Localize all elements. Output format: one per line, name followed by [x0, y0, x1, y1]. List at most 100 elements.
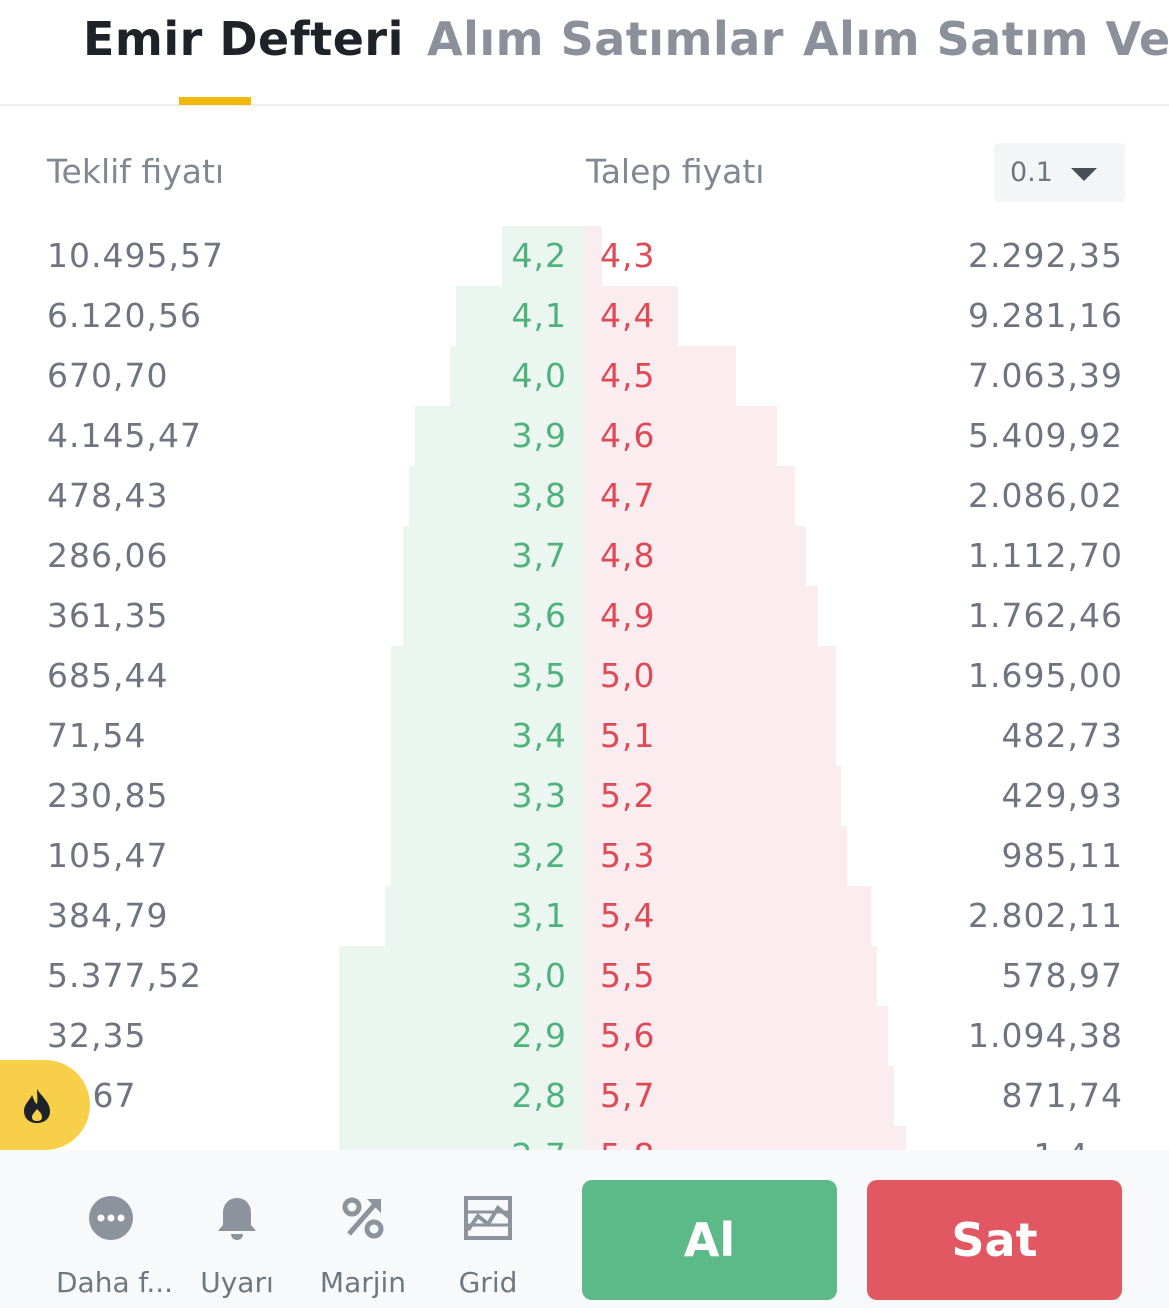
bid-quantity: 6.120,56 — [47, 296, 202, 335]
buy-button[interactable]: Al — [582, 1180, 837, 1300]
ask-depth-bar — [584, 406, 777, 466]
bid-depth-bar — [409, 466, 584, 526]
tab-bar: Emir Defteri Alım Satımlar Alım Satım Ve… — [0, 0, 1169, 106]
nav-margin[interactable]: Marjin — [308, 1190, 418, 1299]
ask-depth-bar — [584, 1126, 906, 1150]
orderbook-row[interactable]: 384,79 3,1 5,4 2.802,11 — [0, 886, 1169, 946]
bid-price: 3,6 — [511, 596, 567, 635]
orderbook-row[interactable]: …2,75,81.4… — [0, 1126, 1169, 1150]
active-tab-indicator — [179, 97, 251, 105]
sell-button[interactable]: Sat — [867, 1180, 1122, 1300]
floating-flame-button[interactable] — [0, 1060, 90, 1150]
ask-quantity: 1.762,46 — [968, 596, 1123, 635]
ask-quantity: 1.112,70 — [968, 536, 1123, 575]
orderbook-row[interactable]: 6.120,56 4,1 4,4 9.281,16 — [0, 286, 1169, 346]
orderbook-row[interactable]: …,67 2,8 5,7 871,74 — [0, 1066, 1169, 1126]
precision-value: 0.1 — [1010, 157, 1053, 188]
ask-quantity: 1.695,00 — [968, 656, 1123, 695]
ask-depth-bar — [584, 466, 795, 526]
bid-price: 4,1 — [511, 296, 567, 335]
orderbook-row[interactable]: 105,47 3,2 5,3 985,11 — [0, 826, 1169, 886]
tab-order-book[interactable]: Emir Defteri — [83, 12, 404, 66]
grid-chart-icon — [464, 1196, 512, 1240]
bid-price: 3,1 — [511, 896, 567, 935]
ask-quantity: 2.086,02 — [968, 476, 1123, 515]
bid-depth-bar — [415, 406, 584, 466]
ask-price: 4,4 — [600, 296, 656, 335]
ask-price: 4,8 — [600, 536, 656, 575]
ask-quantity: 2.802,11 — [968, 896, 1123, 935]
orderbook-row[interactable]: 5.377,52 3,0 5,5 578,97 — [0, 946, 1169, 1006]
ask-price: 4,6 — [600, 416, 656, 455]
nav-more-label: Daha f... — [56, 1266, 174, 1299]
ask-price: 5,1 — [600, 716, 656, 755]
bid-price: 4,0 — [511, 356, 567, 395]
ask-quantity: 871,74 — [1001, 1076, 1123, 1115]
bid-depth-bar — [391, 706, 584, 766]
ask-quantity: 1.4… — [1034, 1136, 1123, 1150]
precision-dropdown[interactable]: 0.1 — [994, 143, 1125, 202]
bid-quantity: 5.377,52 — [47, 956, 202, 995]
bell-icon — [218, 1198, 256, 1240]
ask-price: 5,5 — [600, 956, 656, 995]
bid-depth-bar — [339, 946, 584, 1006]
orderbook-row[interactable]: 286,06 3,7 4,8 1.112,70 — [0, 526, 1169, 586]
nav-alert[interactable]: Uyarı — [182, 1190, 292, 1299]
orderbook-row[interactable]: 361,35 3,6 4,9 1.762,46 — [0, 586, 1169, 646]
nav-more[interactable]: Daha f... — [56, 1190, 174, 1299]
bid-depth-bar — [456, 286, 584, 346]
ask-price: 5,3 — [600, 836, 656, 875]
ask-quantity: 1.094,38 — [968, 1016, 1123, 1055]
orderbook-row[interactable]: 670,70 4,0 4,5 7.063,39 — [0, 346, 1169, 406]
ask-price: 5,7 — [600, 1076, 656, 1115]
ask-depth-bar — [584, 1066, 894, 1126]
nav-grid[interactable]: Grid — [433, 1190, 543, 1299]
more-icon — [89, 1196, 133, 1240]
orderbook-row[interactable]: 10.495,57 4,2 4,3 2.292,35 — [0, 226, 1169, 286]
bid-quantity: 71,54 — [47, 716, 147, 755]
orderbook-row[interactable]: 4.145,47 3,9 4,6 5.409,92 — [0, 406, 1169, 466]
bid-price: 3,2 — [511, 836, 567, 875]
bid-price-header: Teklif fiyatı — [47, 152, 225, 191]
ask-price: 4,5 — [600, 356, 656, 395]
ask-depth-bar — [584, 646, 836, 706]
tab-trading-data[interactable]: Alım Satım Veri — [803, 12, 1169, 66]
ask-depth-bar — [584, 706, 836, 766]
tab-trades[interactable]: Alım Satımlar — [427, 12, 784, 66]
bid-price: 3,0 — [511, 956, 567, 995]
bid-quantity: 478,43 — [47, 476, 169, 515]
orderbook-row[interactable]: 685,44 3,5 5,0 1.695,00 — [0, 646, 1169, 706]
orderbook-row[interactable]: 230,85 3,3 5,2 429,93 — [0, 766, 1169, 826]
bid-quantity: 286,06 — [47, 536, 169, 575]
bid-depth-bar — [450, 346, 584, 406]
bid-depth-bar — [391, 826, 584, 886]
ask-price: 5,4 — [600, 896, 656, 935]
bid-quantity: 32,35 — [47, 1016, 147, 1055]
bid-depth-bar — [502, 226, 584, 286]
bid-quantity: 10.495,57 — [47, 236, 224, 275]
ask-quantity: 578,97 — [1001, 956, 1123, 995]
ask-quantity: 985,11 — [1001, 836, 1123, 875]
ask-depth-bar — [584, 766, 841, 826]
ask-price: 5,0 — [600, 656, 656, 695]
orderbook-row[interactable]: 71,54 3,4 5,1 482,73 — [0, 706, 1169, 766]
bid-price: 3,5 — [511, 656, 567, 695]
ask-depth-bar — [584, 886, 871, 946]
bid-quantity: 685,44 — [47, 656, 169, 695]
ask-price: 5,2 — [600, 776, 656, 815]
bid-depth-bar — [403, 526, 584, 586]
orderbook-row[interactable]: 32,35 2,9 5,6 1.094,38 — [0, 1006, 1169, 1066]
bid-price: 3,7 — [511, 536, 567, 575]
ask-quantity: 5.409,92 — [968, 416, 1123, 455]
bid-price: 2,8 — [511, 1076, 567, 1115]
ask-depth-bar — [584, 226, 602, 286]
ask-quantity: 2.292,35 — [968, 236, 1123, 275]
bid-depth-bar — [391, 646, 584, 706]
orderbook-row[interactable]: 478,43 3,8 4,7 2.086,02 — [0, 466, 1169, 526]
bid-price: 3,9 — [511, 416, 567, 455]
bid-quantity: 670,70 — [47, 356, 169, 395]
ask-price: 4,3 — [600, 236, 656, 275]
ask-depth-bar — [584, 346, 736, 406]
nav-margin-label: Marjin — [319, 1266, 407, 1299]
ask-depth-bar — [584, 826, 847, 886]
